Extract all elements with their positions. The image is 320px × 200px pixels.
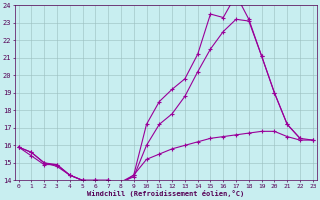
X-axis label: Windchill (Refroidissement éolien,°C): Windchill (Refroidissement éolien,°C) (87, 190, 244, 197)
